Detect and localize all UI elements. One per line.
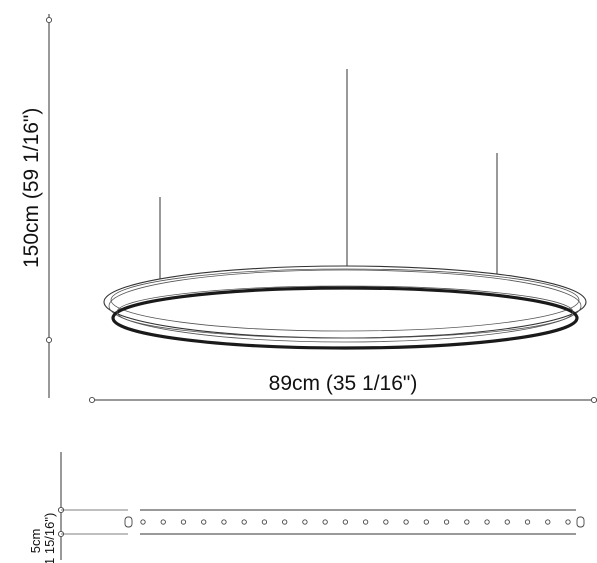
ring-light-band <box>111 286 579 350</box>
ring-outer-edge <box>103 265 587 339</box>
profile-right-slot <box>576 516 585 528</box>
ring-inner-edge <box>116 285 574 339</box>
led-dot <box>140 519 146 525</box>
led-dot <box>322 519 328 525</box>
led-dot <box>383 519 389 525</box>
led-dot <box>423 519 429 525</box>
led-dot <box>464 519 470 525</box>
led-dot <box>524 519 531 525</box>
led-dot <box>545 519 551 525</box>
led-dot <box>504 519 510 525</box>
profile-left-slot <box>124 516 133 528</box>
led-dot <box>160 519 166 525</box>
led-dot <box>180 519 187 525</box>
profile-label-in: (1 15/16") <box>42 513 57 563</box>
led-dot <box>221 519 227 525</box>
height-bottom-marker <box>45 336 53 344</box>
ring-luminaire <box>103 265 587 350</box>
profile-view: 5cm (1 15/16") <box>28 452 585 563</box>
led-dot <box>342 519 349 525</box>
height-label: 150cm (59 1/16") <box>20 108 43 268</box>
height-top-marker <box>45 16 53 24</box>
led-dot <box>403 519 409 525</box>
width-dimension: 89cm (35 1/16") <box>88 372 597 404</box>
height-dimension: 150cm (59 1/16") <box>20 14 53 398</box>
led-dot-row <box>140 519 571 525</box>
profile-label-cm: 5cm <box>28 529 43 554</box>
led-dot <box>282 519 288 525</box>
width-left-marker <box>88 396 96 404</box>
led-dot <box>565 519 571 525</box>
ring-mid-rim <box>108 269 582 343</box>
led-dot <box>201 519 207 525</box>
led-dot <box>362 519 369 525</box>
led-dot <box>484 519 490 525</box>
ring-top-rim <box>110 268 580 332</box>
led-dot <box>302 519 308 525</box>
led-dot <box>241 519 247 525</box>
width-right-marker <box>590 396 597 404</box>
width-label: 89cm (35 1/16") <box>269 372 418 395</box>
led-dot <box>443 519 450 525</box>
led-dot <box>261 519 268 525</box>
